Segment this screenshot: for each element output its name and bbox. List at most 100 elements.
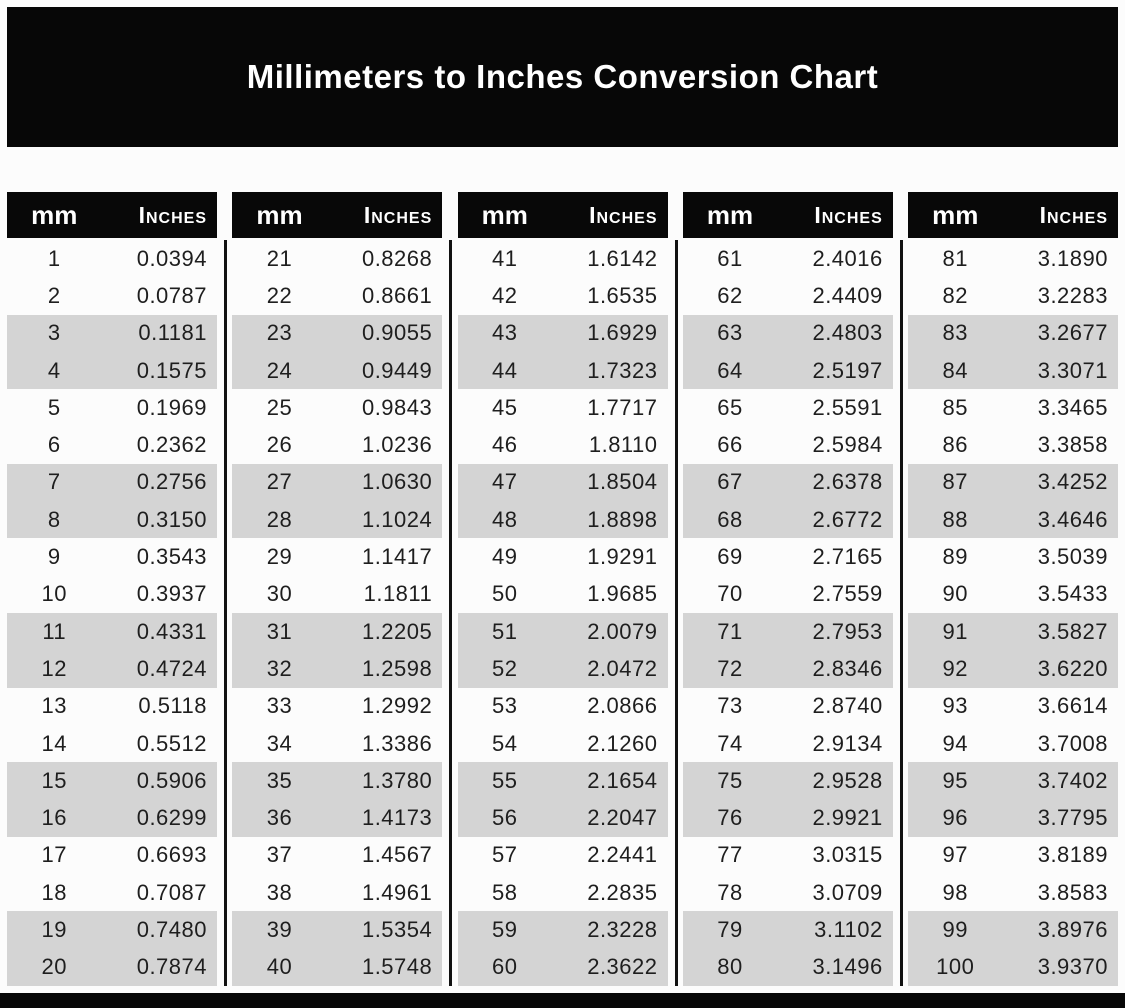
mm-cell: 93: [942, 693, 968, 719]
mm-cell: 18: [41, 879, 67, 905]
table-row: 32 1.2598: [232, 650, 443, 688]
table-row: 42 1.6535: [458, 277, 668, 314]
mm-cell: 12: [41, 655, 67, 681]
inches-cell: 3.8976: [1037, 916, 1108, 942]
mm-cell: 54: [492, 730, 518, 756]
mm-cell: 63: [717, 320, 743, 346]
inches-cell: 0.5906: [136, 767, 207, 793]
inches-cell: 0.4331: [136, 618, 207, 644]
column-header-mm: mm: [481, 199, 528, 230]
mm-cell: 71: [717, 618, 743, 644]
mm-cell: 40: [266, 954, 293, 980]
table-row: 56 2.2047: [457, 799, 668, 837]
table-row: 63 2.4803: [682, 314, 893, 352]
table-row: 16 0.6299: [7, 799, 217, 837]
inches-cell: 2.5197: [812, 357, 883, 383]
table-row: 61 2.4016: [683, 240, 893, 277]
mm-cell: 20: [41, 954, 67, 980]
mm-cell: 80: [717, 954, 743, 980]
inches-cell: 3.7795: [1037, 805, 1108, 831]
table-row: 98 3.8583: [908, 874, 1118, 911]
table-row: 65 2.5591: [683, 389, 893, 426]
inches-cell: 1.9291: [587, 544, 658, 570]
mm-cell: 62: [717, 282, 743, 308]
mm-cell: 5: [47, 394, 61, 420]
mm-cell: 29: [266, 544, 293, 570]
mm-cell: 10: [41, 581, 67, 607]
mm-cell: 36: [266, 805, 293, 831]
table-row: 5 0.1969: [7, 389, 217, 426]
table-row: 73 2.8740: [683, 688, 893, 725]
inches-cell: 1.7717: [587, 394, 658, 420]
mm-cell: 21: [266, 245, 293, 271]
table-row: 89 3.5039: [908, 538, 1118, 575]
inches-cell: 0.1969: [136, 394, 207, 420]
mm-cell: 89: [942, 544, 968, 570]
mm-cell: 86: [942, 432, 968, 458]
table-row: 45 1.7717: [458, 389, 668, 426]
mm-cell: 73: [717, 693, 743, 719]
inches-cell: 3.1102: [814, 916, 883, 942]
table-row: 81 3.1890: [908, 240, 1118, 277]
column-header-inches: Inches: [138, 201, 207, 228]
mm-cell: 67: [717, 469, 743, 495]
mm-cell: 90: [942, 581, 968, 607]
inches-cell: 3.5433: [1037, 581, 1108, 607]
inches-cell: 3.0709: [812, 879, 883, 905]
inches-cell: 1.4567: [361, 842, 433, 868]
table-row: 71 2.7953: [682, 612, 893, 651]
mm-cell: 23: [266, 320, 293, 346]
table-row: 1 0.0394: [7, 240, 217, 277]
inches-cell: 3.2677: [1037, 320, 1108, 346]
mm-cell: 35: [266, 767, 293, 793]
table-row: 100 3.9370: [908, 948, 1118, 986]
table-row: 74 2.9134: [683, 725, 893, 762]
mm-cell: 58: [492, 879, 518, 905]
mm-cell: 64: [717, 357, 743, 383]
inches-cell: 2.0866: [587, 693, 658, 719]
column-group-header: mm Inches: [908, 192, 1118, 238]
mm-cell: 9: [47, 544, 61, 570]
table-row: 77 3.0315: [683, 837, 893, 874]
inches-cell: 0.2756: [136, 469, 207, 495]
inches-cell: 3.7008: [1037, 730, 1108, 756]
inches-cell: 2.9134: [812, 730, 883, 756]
inches-cell: 3.1890: [1037, 245, 1108, 271]
table-row: 97 3.8189: [908, 837, 1118, 874]
table-row: 86 3.3858: [908, 426, 1118, 463]
inches-cell: 2.5984: [812, 432, 883, 458]
table-row: 62 2.4409: [683, 277, 893, 314]
table-row: 58 2.2835: [458, 874, 668, 911]
table-row: 26 1.0236: [232, 426, 442, 463]
mm-cell: 42: [492, 282, 518, 308]
column-group: mm Inches 41 1.6142 42 1.6535 43 1.6929 44 1.7323…: [457, 192, 668, 986]
table-row: 88 3.4646: [908, 501, 1118, 539]
table-row: 75 2.9528: [682, 762, 893, 800]
table-row: 9 0.3543: [7, 538, 217, 575]
inches-cell: 3.3465: [1037, 394, 1108, 420]
table-row: 51 2.0079: [457, 612, 668, 651]
inches-cell: 3.6220: [1037, 655, 1108, 681]
mm-cell: 16: [41, 805, 67, 831]
table-row: 24 0.9449: [232, 351, 443, 390]
inches-cell: 0.9449: [361, 357, 433, 383]
inches-cell: 2.1260: [587, 730, 658, 756]
table-row: 67 2.6378: [682, 463, 893, 502]
table-row: 83 3.2677: [908, 314, 1118, 352]
mm-cell: 1: [47, 245, 61, 271]
table-row: 43 1.6929: [457, 314, 668, 352]
table-row: 94 3.7008: [908, 725, 1118, 762]
table-row: 78 3.0709: [683, 874, 893, 911]
mm-cell: 83: [942, 320, 968, 346]
mm-cell: 26: [266, 432, 293, 458]
mm-cell: 27: [266, 469, 293, 495]
mm-cell: 28: [266, 506, 293, 532]
table-row: 54 2.1260: [458, 725, 668, 762]
table-row: 19 0.7480: [7, 911, 217, 949]
table-row: 52 2.0472: [457, 650, 668, 688]
inches-cell: 0.1575: [136, 357, 207, 383]
table-row: 25 0.9843: [232, 389, 442, 426]
inches-cell: 2.2047: [587, 805, 658, 831]
inches-cell: 0.7480: [136, 916, 207, 942]
table-row: 64 2.5197: [682, 351, 893, 390]
